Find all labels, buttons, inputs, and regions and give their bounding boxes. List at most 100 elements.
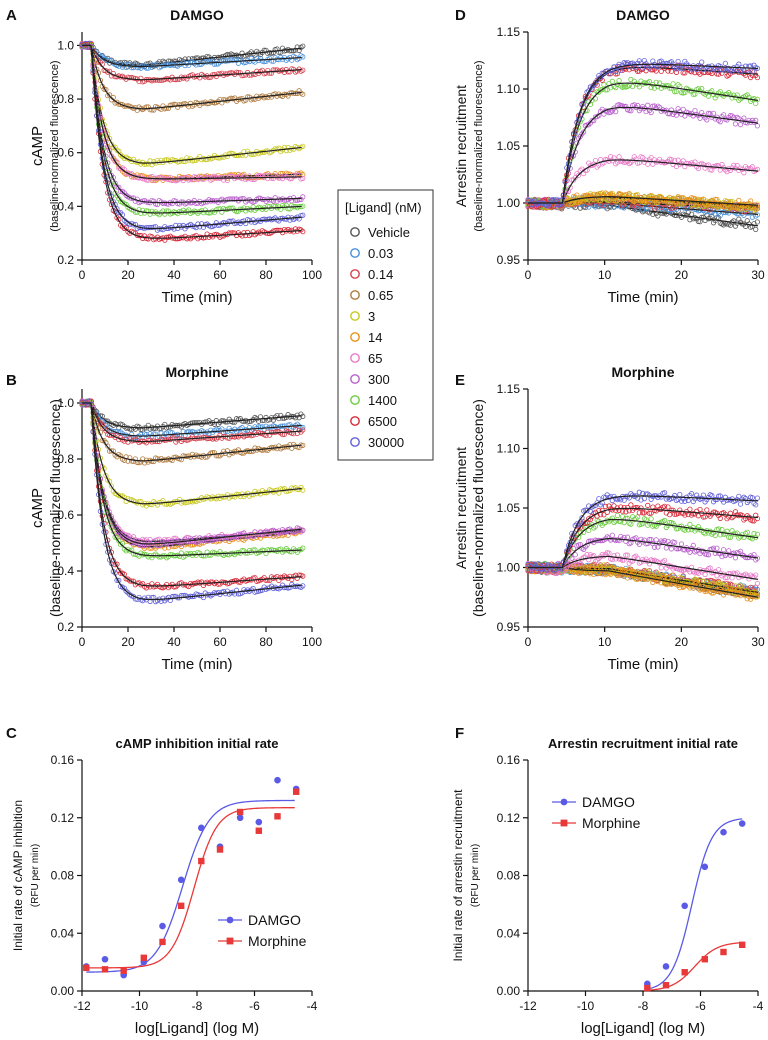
data-point bbox=[270, 429, 276, 435]
data-point bbox=[127, 75, 133, 81]
chart-panel-B: 0 20 40 60 80 1000.20.40.60.81.0MorphineTime … bbox=[6, 364, 322, 673]
data-point bbox=[169, 177, 175, 183]
x-tick-label: 20 bbox=[675, 635, 689, 649]
fit-curve bbox=[82, 44, 302, 68]
chart-title: DAMGO bbox=[170, 7, 224, 23]
data-point bbox=[601, 82, 607, 88]
data-point bbox=[202, 419, 208, 425]
data-point bbox=[191, 420, 197, 426]
x-tick-label: 0 bbox=[525, 635, 532, 649]
fit-curve bbox=[82, 44, 302, 214]
chart-title: DAMGO bbox=[616, 7, 670, 23]
y-tick-label: 0.4 bbox=[57, 564, 74, 578]
panel-letter: E bbox=[455, 372, 465, 389]
series-3 bbox=[79, 400, 306, 509]
data-point bbox=[149, 458, 155, 464]
x-tick-label: 100 bbox=[302, 635, 322, 649]
data-point bbox=[182, 453, 188, 459]
data-point bbox=[215, 71, 221, 77]
data-point bbox=[219, 418, 225, 424]
data-point bbox=[143, 235, 149, 242]
data-point bbox=[97, 77, 104, 83]
data-point bbox=[147, 224, 153, 231]
data-point bbox=[722, 60, 728, 66]
fit-curve bbox=[82, 44, 302, 180]
data-point bbox=[171, 76, 177, 82]
x-tick-label: 20 bbox=[121, 635, 135, 649]
data-point bbox=[158, 175, 164, 181]
data-point bbox=[300, 54, 306, 60]
series-0.03 bbox=[79, 40, 306, 71]
data-point bbox=[267, 70, 273, 76]
data-point bbox=[173, 236, 179, 242]
y-tick-label: 1.10 bbox=[497, 82, 521, 96]
data-point bbox=[103, 473, 109, 479]
data-point bbox=[108, 448, 115, 454]
y-tick-label: 0.6 bbox=[57, 508, 74, 522]
data-point bbox=[300, 212, 306, 218]
data-point bbox=[165, 424, 172, 430]
data-point bbox=[107, 148, 113, 154]
data-point bbox=[105, 443, 111, 449]
x-tick-label: 20 bbox=[675, 268, 689, 282]
x-tick-label: 40 bbox=[167, 268, 181, 282]
data-point bbox=[221, 97, 227, 103]
y-tick-label: 1.15 bbox=[497, 25, 521, 39]
chart-title: Morphine bbox=[612, 364, 675, 380]
y-tick-label: 0.2 bbox=[57, 620, 74, 634]
data-point bbox=[292, 197, 299, 203]
data-point bbox=[592, 157, 599, 164]
fit-curve bbox=[82, 402, 302, 429]
data-point bbox=[108, 483, 115, 489]
y-tick-label: 0.2 bbox=[57, 253, 74, 267]
data-point bbox=[134, 65, 140, 71]
y-axis-sublabel: (baseline-normalized fluorescence) bbox=[47, 399, 63, 617]
data-point bbox=[129, 195, 135, 201]
series-1400 bbox=[525, 76, 760, 210]
data-point bbox=[285, 69, 291, 75]
data-point bbox=[167, 102, 173, 108]
fit-curve bbox=[82, 44, 302, 164]
chart-title: Morphine bbox=[166, 364, 229, 380]
fit-curve bbox=[82, 402, 302, 437]
data-point bbox=[140, 63, 146, 69]
y-tick-label: 1.05 bbox=[497, 139, 521, 153]
x-tick-label: 0 bbox=[79, 268, 86, 282]
data-point bbox=[616, 154, 622, 160]
fit-curve bbox=[82, 402, 302, 462]
x-tick-label: 0 bbox=[525, 268, 532, 282]
fit-curve bbox=[528, 66, 759, 204]
data-point bbox=[226, 173, 232, 180]
data-point bbox=[156, 77, 162, 83]
data-point bbox=[95, 59, 102, 65]
series-0.65 bbox=[79, 399, 306, 466]
data-point bbox=[257, 424, 264, 430]
data-point bbox=[300, 43, 306, 49]
data-point bbox=[732, 121, 739, 127]
chart-panel-E: 0 10 20 300.951.001.051.101.15MorphineTime … bbox=[453, 364, 765, 673]
data-point bbox=[151, 425, 157, 432]
y-tick-label: 1.15 bbox=[497, 382, 521, 396]
data-point bbox=[151, 62, 157, 68]
data-point bbox=[300, 175, 306, 181]
x-tick-label: 10 bbox=[598, 635, 612, 649]
fit-curve bbox=[82, 44, 302, 110]
x-tick-label: 0 bbox=[79, 635, 86, 649]
y-axis-sublabel: (baseline-normalized fluorescence) bbox=[470, 399, 486, 617]
data-point bbox=[235, 70, 241, 76]
y-tick-label: 1.10 bbox=[497, 442, 521, 456]
data-point bbox=[300, 424, 306, 431]
x-axis-label: Time (min) bbox=[607, 656, 678, 673]
x-tick-label: 10 bbox=[598, 268, 612, 282]
data-point bbox=[153, 77, 159, 83]
data-point bbox=[189, 420, 195, 426]
data-point bbox=[230, 419, 236, 425]
series-0.14 bbox=[79, 40, 306, 85]
y-axis-label: Arrestin recruitment bbox=[453, 447, 469, 569]
y-tick-label: 0.95 bbox=[497, 620, 521, 634]
data-point bbox=[221, 220, 227, 226]
y-tick-label: 1.0 bbox=[57, 396, 74, 410]
data-point bbox=[199, 55, 205, 61]
